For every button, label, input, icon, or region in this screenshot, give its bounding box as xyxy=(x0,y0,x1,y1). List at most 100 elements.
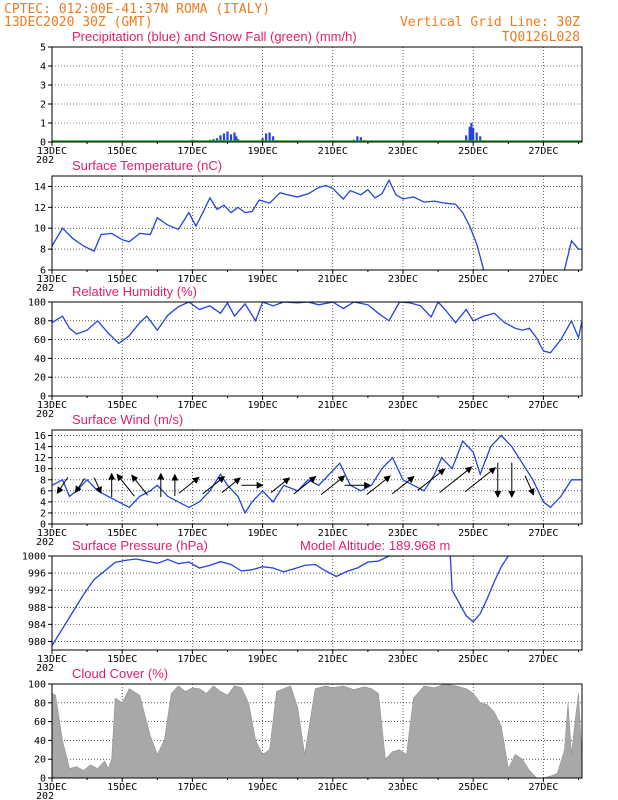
precip-bar xyxy=(479,136,482,142)
wind-arrow xyxy=(178,476,200,494)
x-tick-label: 13DEC xyxy=(37,782,67,793)
precip-bar xyxy=(265,133,268,142)
x-tick-label: 25DEC xyxy=(458,274,488,285)
wind-arrow xyxy=(74,478,86,494)
x-tick-label: 19DEC xyxy=(248,274,278,285)
precip-panel: Precipitation (blue) and Snow Fall (gree… xyxy=(36,29,583,166)
x-tick-label: 27DEC xyxy=(528,654,558,665)
wind-arrow xyxy=(391,476,415,495)
x-tick-label: 25DEC xyxy=(458,400,488,411)
precip-bar xyxy=(222,133,226,142)
wind-arrow xyxy=(320,475,346,495)
y-tick-label: 14 xyxy=(34,182,46,193)
x-tick-label: 21DEC xyxy=(318,274,348,285)
precip-bar xyxy=(235,136,238,142)
y-tick-label: 10 xyxy=(34,464,46,475)
precip-title: Precipitation (blue) and Snow Fall (gree… xyxy=(72,29,357,44)
x-tick-label: 23DEC xyxy=(388,274,418,285)
panels: Precipitation (blue) and Snow Fall (gree… xyxy=(22,29,583,800)
y-tick-label: 12 xyxy=(34,203,46,214)
wind-axes xyxy=(51,429,583,525)
x-tick-label: 27DEC xyxy=(528,274,558,285)
grid-note: Vertical Grid Line: 30Z xyxy=(400,15,580,30)
precip-bar xyxy=(468,126,471,142)
y-tick-label: 984 xyxy=(28,620,46,631)
y-tick-label: 0 xyxy=(40,392,46,403)
year-label: 202 xyxy=(36,283,54,294)
year-label: 202 xyxy=(36,409,54,420)
humidity-panel: Relative Humidity (%) 0 20 40 60 80 100 13DEC 15… xyxy=(28,284,583,420)
x-tick-label: 19DEC xyxy=(248,400,278,411)
x-tick-label: 27DEC xyxy=(528,782,558,793)
y-tick-label: 996 xyxy=(28,569,46,580)
x-tick-label: 21DEC xyxy=(318,528,348,539)
x-tick-label: 23DEC xyxy=(388,528,418,539)
precip-bar xyxy=(472,127,475,142)
wind-title: Surface Wind (m/s) xyxy=(72,412,183,427)
year-label: 202 xyxy=(36,155,54,166)
y-tick-label: 20 xyxy=(34,755,46,766)
x-tick-label: 25DEC xyxy=(458,654,488,665)
year-label: 202 xyxy=(36,537,54,548)
precip-bar xyxy=(465,135,468,142)
y-tick-label: 1 xyxy=(40,119,46,130)
y-tick-label: 10 xyxy=(34,224,46,235)
precip-bar xyxy=(261,138,264,142)
y-tick-label: 0 xyxy=(40,774,46,785)
x-tick-label: 13DEC xyxy=(37,528,67,539)
x-tick-label: 17DEC xyxy=(177,274,207,285)
x-tick-label: 21DEC xyxy=(318,400,348,411)
wind-arrow xyxy=(293,476,317,495)
x-tick-label: 21DEC xyxy=(318,146,348,157)
y-tick-label: 20 xyxy=(34,373,46,384)
x-tick-label: 23DEC xyxy=(388,654,418,665)
x-tick-label: 25DEC xyxy=(458,528,488,539)
cloud-cover-area xyxy=(52,684,582,778)
x-tick-label: 15DEC xyxy=(107,782,137,793)
y-tick-label: 60 xyxy=(34,335,46,346)
y-tick-label: 40 xyxy=(34,736,46,747)
x-tick-label: 19DEC xyxy=(248,146,278,157)
x-tick-label: 23DEC xyxy=(388,146,418,157)
y-tick-label: 0 xyxy=(40,520,46,531)
wind-arrow xyxy=(221,477,241,493)
wind-arrow xyxy=(56,477,69,495)
wind-arrow xyxy=(524,475,535,496)
x-tick-label: 17DEC xyxy=(177,400,207,411)
precip-bar xyxy=(229,134,233,142)
x-tick-label: 15DEC xyxy=(107,146,137,157)
x-tick-label: 17DEC xyxy=(177,146,207,157)
wind-arrow xyxy=(464,467,497,493)
x-tick-label: 19DEC xyxy=(248,782,278,793)
y-tick-label: 100 xyxy=(28,298,46,309)
y-tick-label: 1000 xyxy=(22,552,46,563)
precip-bar xyxy=(268,132,271,142)
x-tick-label: 13DEC xyxy=(37,146,67,157)
x-tick-label: 21DEC xyxy=(318,654,348,665)
pressure-panel: Surface Pressure (hPa) Model Altitude: 18… xyxy=(22,538,583,674)
wind-arrow xyxy=(417,468,446,491)
x-tick-label: 21DEC xyxy=(318,782,348,793)
cloud-panel: Cloud Cover (%) 0 20 40 60 80 100 13DEC 15DEC 17D… xyxy=(28,666,583,800)
pressure-line xyxy=(52,556,509,647)
cloud-title: Cloud Cover (%) xyxy=(72,666,168,681)
wind-arrow xyxy=(439,466,473,493)
x-tick-label: 15DEC xyxy=(107,528,137,539)
wind-arrow xyxy=(93,477,102,494)
cloud-plot xyxy=(52,684,582,778)
y-tick-label: 2 xyxy=(40,508,46,519)
station-header: CPTEC: 012:00E-41:37N ROMA (ITALY) xyxy=(4,2,270,17)
y-tick-label: 6 xyxy=(40,486,46,497)
y-tick-label: 80 xyxy=(34,698,46,709)
temperature-title: Surface Temperature (nC) xyxy=(72,158,222,173)
x-tick-label: 19DEC xyxy=(248,528,278,539)
precip-bar xyxy=(470,123,473,142)
cloud-axes xyxy=(51,683,583,779)
y-tick-label: 3 xyxy=(40,81,46,92)
x-tick-label: 19DEC xyxy=(248,654,278,665)
humidity-title: Relative Humidity (%) xyxy=(72,284,197,299)
x-tick-label: 23DEC xyxy=(388,782,418,793)
year-label: 202 xyxy=(36,791,54,800)
